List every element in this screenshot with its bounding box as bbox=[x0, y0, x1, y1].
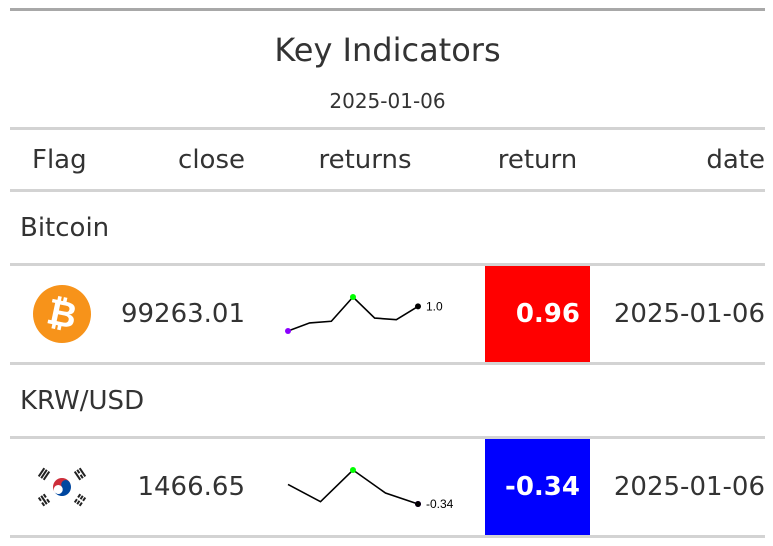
group-label-krw-usd: KRW/USD bbox=[10, 365, 765, 439]
returns-sparkline: 1.0 bbox=[285, 294, 443, 334]
sparkline-max-point bbox=[350, 294, 356, 300]
sparkline-series-line bbox=[287, 295, 419, 332]
table-subtitle: 2025-01-06 bbox=[329, 89, 446, 113]
date-cell: 2025-01-06 bbox=[613, 299, 765, 329]
sparkline-end-point bbox=[415, 501, 421, 507]
bitcoin-logo-icon: ₿ bbox=[27, 279, 96, 349]
return-cell: 0.96 bbox=[485, 266, 590, 362]
south-korea-flag-icon bbox=[30, 465, 93, 509]
column-header-row: Flag close returns return date bbox=[10, 127, 765, 192]
close-cell: 99263.01 bbox=[120, 299, 245, 329]
returns-sparkline-cell: 1.0 bbox=[245, 266, 485, 362]
sparkline-min-point bbox=[285, 328, 291, 334]
group-label-bitcoin: Bitcoin bbox=[10, 192, 765, 266]
column-header-date: date bbox=[706, 144, 765, 175]
flag-cell: ₿ bbox=[10, 266, 113, 362]
flag-cell bbox=[10, 439, 113, 535]
sparkline-end-label: 1.0 bbox=[426, 299, 443, 313]
date-cell: 2025-01-06 bbox=[613, 472, 765, 502]
sparkline-end-label: -0.34 bbox=[426, 497, 454, 511]
column-header-return: return bbox=[497, 144, 578, 175]
table-row-krw-usd: 1466.65 -0.34 -0.34 2025-01-06 bbox=[10, 439, 765, 538]
sparkline-max-point bbox=[350, 467, 356, 473]
column-header-flag: Flag bbox=[32, 144, 87, 175]
column-header-returns: returns bbox=[318, 144, 412, 175]
returns-sparkline: -0.34 bbox=[287, 467, 454, 511]
sparkline-end-point bbox=[415, 303, 421, 310]
key-indicators-table: Key Indicators 2025-01-06 Flag close ret… bbox=[10, 8, 765, 538]
sparkline-series-line bbox=[287, 468, 419, 505]
return-cell: -0.34 bbox=[485, 439, 590, 535]
column-header-close: close bbox=[178, 144, 245, 175]
table-title: Key Indicators bbox=[274, 31, 501, 69]
returns-sparkline-cell: -0.34 bbox=[245, 439, 485, 535]
table-row-bitcoin: ₿ 99263.01 1.0 0.96 2025-01-06 bbox=[10, 266, 765, 365]
close-cell: 1466.65 bbox=[137, 472, 245, 502]
